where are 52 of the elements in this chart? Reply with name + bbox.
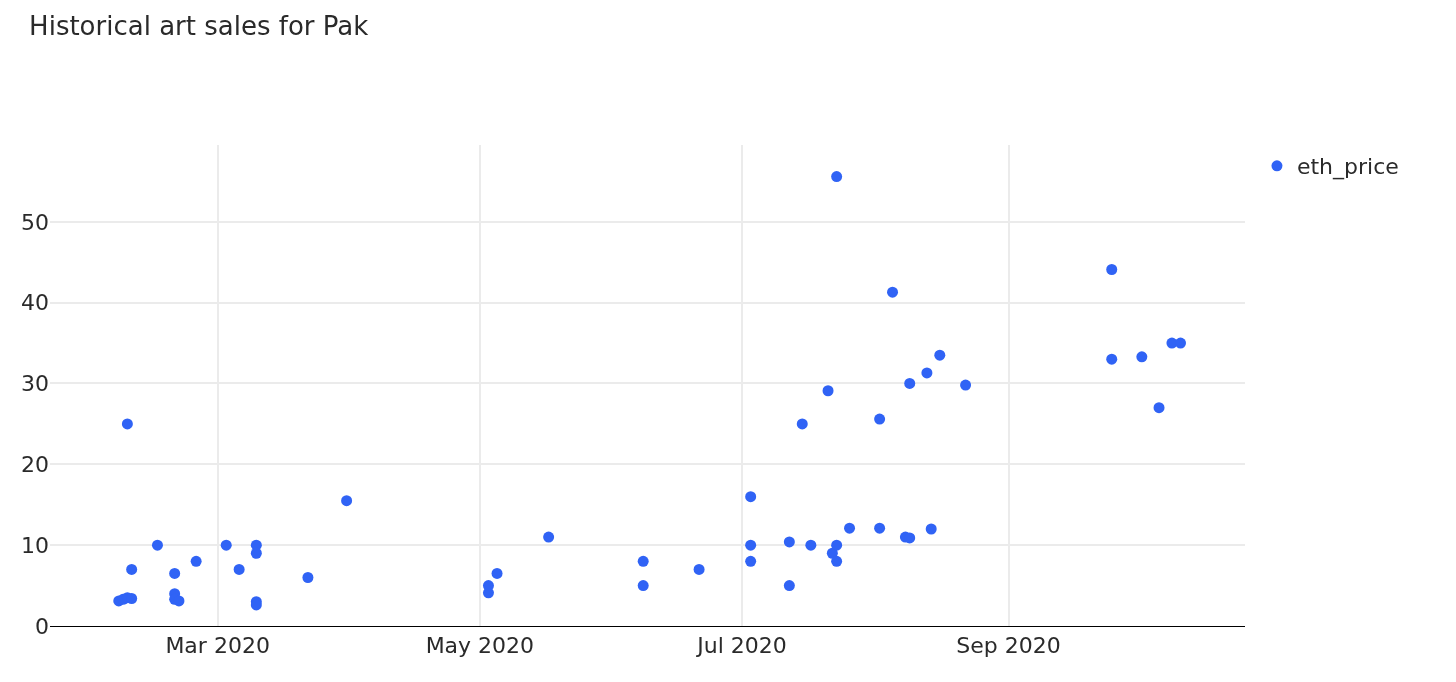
point bbox=[693, 563, 705, 575]
point bbox=[831, 539, 843, 551]
x-tick-label: May 2020 bbox=[425, 633, 535, 659]
point bbox=[874, 522, 886, 534]
point bbox=[637, 555, 649, 567]
point bbox=[921, 367, 933, 379]
point bbox=[491, 567, 503, 579]
point bbox=[151, 539, 163, 551]
point bbox=[1153, 402, 1165, 414]
point bbox=[302, 572, 314, 583]
point bbox=[783, 580, 795, 592]
point bbox=[805, 539, 817, 551]
point bbox=[233, 563, 245, 575]
point bbox=[831, 555, 843, 567]
point bbox=[844, 522, 856, 534]
point bbox=[745, 491, 757, 503]
point bbox=[745, 539, 757, 551]
y-tick-label: 10 bbox=[21, 532, 49, 558]
y-tick-label: 30 bbox=[21, 371, 49, 397]
point bbox=[341, 495, 353, 507]
point bbox=[887, 286, 899, 298]
point bbox=[745, 555, 757, 567]
point bbox=[543, 531, 555, 543]
point bbox=[796, 418, 808, 430]
x-tick-label: Jul 2020 bbox=[695, 633, 787, 659]
point bbox=[126, 563, 138, 575]
point bbox=[831, 171, 843, 183]
y-tick-label: 0 bbox=[35, 613, 49, 639]
point bbox=[783, 536, 795, 548]
point bbox=[173, 595, 185, 607]
point bbox=[874, 413, 886, 425]
point bbox=[1175, 337, 1187, 349]
point bbox=[904, 377, 916, 389]
point bbox=[220, 539, 232, 551]
point bbox=[960, 379, 972, 391]
y-tick-label: 40 bbox=[21, 290, 49, 316]
point bbox=[1136, 351, 1148, 363]
y-tick-label: 50 bbox=[21, 209, 49, 235]
point bbox=[1106, 353, 1118, 365]
x-tick-label: Mar 2020 bbox=[165, 633, 270, 659]
point bbox=[822, 385, 834, 397]
legend-label: eth_price bbox=[1296, 154, 1399, 181]
point bbox=[169, 567, 181, 579]
x-tick-label: Sep 2020 bbox=[956, 633, 1061, 659]
point bbox=[934, 349, 946, 361]
y-tick-label: 20 bbox=[21, 452, 49, 478]
chart-title: Historical art sales for Pak bbox=[29, 11, 369, 42]
point bbox=[925, 523, 937, 535]
point bbox=[1106, 263, 1118, 275]
point bbox=[190, 555, 202, 567]
point bbox=[121, 418, 133, 430]
point bbox=[637, 580, 649, 592]
